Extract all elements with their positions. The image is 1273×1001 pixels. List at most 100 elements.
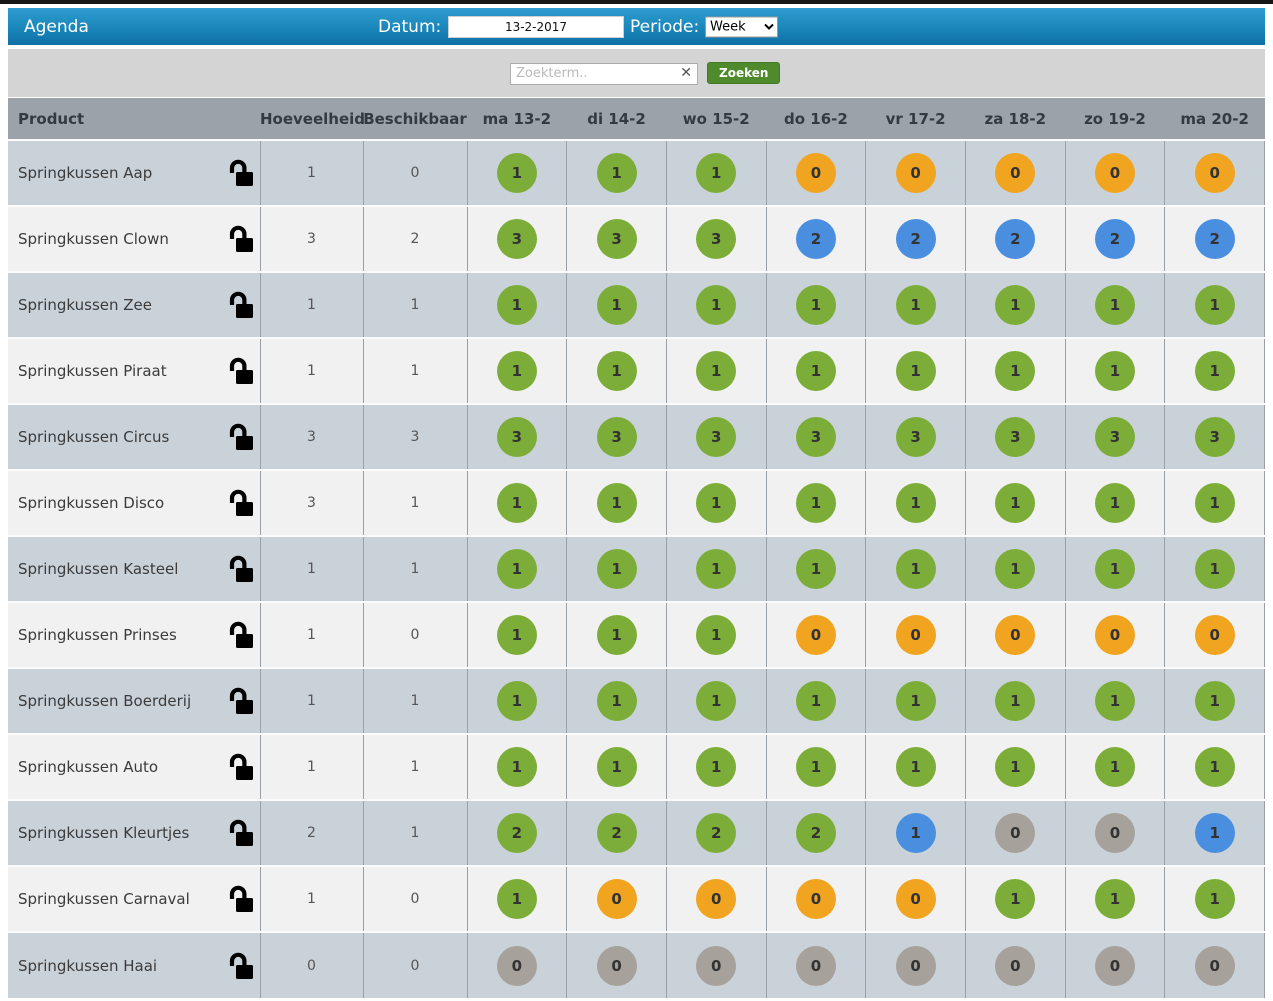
availability-circle-blue[interactable]: 2	[1094, 219, 1135, 259]
availability-circle-green[interactable]: 1	[1194, 483, 1235, 523]
availability-circle-green[interactable]: 1	[995, 549, 1036, 589]
availability-circle-green[interactable]: 1	[1094, 747, 1135, 787]
availability-circle-green[interactable]: 1	[795, 351, 836, 391]
availability-circle-green[interactable]: 3	[696, 417, 737, 457]
periode-select[interactable]: Week	[705, 16, 778, 37]
availability-circle-green[interactable]: 1	[696, 483, 737, 523]
unlock-icon[interactable]	[228, 356, 254, 386]
availability-circle-green[interactable]: 1	[1194, 879, 1235, 919]
availability-circle-green[interactable]: 2	[795, 813, 836, 853]
availability-circle-green[interactable]: 1	[1194, 747, 1235, 787]
availability-circle-green[interactable]: 1	[596, 483, 637, 523]
availability-circle-green[interactable]: 1	[496, 879, 537, 919]
availability-circle-green[interactable]: 3	[1194, 417, 1235, 457]
availability-circle-green[interactable]: 3	[596, 219, 637, 259]
availability-circle-green[interactable]: 1	[895, 483, 936, 523]
availability-circle-green[interactable]: 1	[995, 351, 1036, 391]
availability-circle-green[interactable]: 1	[596, 615, 637, 655]
availability-circle-green[interactable]: 1	[995, 483, 1036, 523]
availability-circle-green[interactable]: 1	[795, 681, 836, 721]
unlock-icon[interactable]	[228, 752, 254, 782]
availability-circle-green[interactable]: 1	[1194, 549, 1235, 589]
unlock-icon[interactable]	[228, 884, 254, 914]
availability-circle-orange[interactable]: 0	[895, 879, 936, 919]
datum-input[interactable]	[448, 15, 624, 38]
availability-circle-green[interactable]: 3	[1094, 417, 1135, 457]
availability-circle-green[interactable]: 1	[496, 285, 537, 325]
availability-circle-green[interactable]: 1	[795, 483, 836, 523]
availability-circle-blue[interactable]: 1	[895, 813, 936, 853]
unlock-icon[interactable]	[228, 620, 254, 650]
availability-circle-orange[interactable]: 0	[795, 615, 836, 655]
availability-circle-gray[interactable]: 0	[696, 945, 737, 986]
availability-circle-blue[interactable]: 2	[895, 219, 936, 259]
availability-circle-green[interactable]: 1	[1094, 681, 1135, 721]
availability-circle-orange[interactable]: 0	[696, 879, 737, 919]
unlock-icon[interactable]	[228, 686, 254, 716]
availability-circle-green[interactable]: 2	[496, 813, 537, 853]
availability-circle-orange[interactable]: 0	[1194, 153, 1235, 193]
unlock-icon[interactable]	[228, 224, 254, 254]
availability-circle-orange[interactable]: 0	[1094, 615, 1135, 655]
availability-circle-gray[interactable]: 0	[1094, 945, 1135, 986]
availability-circle-orange[interactable]: 0	[795, 879, 836, 919]
availability-circle-green[interactable]: 3	[895, 417, 936, 457]
availability-circle-green[interactable]: 1	[596, 153, 637, 193]
availability-circle-orange[interactable]: 0	[795, 153, 836, 193]
availability-circle-blue[interactable]: 1	[1194, 813, 1235, 853]
availability-circle-green[interactable]: 1	[995, 879, 1036, 919]
availability-circle-gray[interactable]: 0	[1194, 945, 1235, 986]
availability-circle-green[interactable]: 1	[596, 351, 637, 391]
availability-circle-green[interactable]: 1	[596, 747, 637, 787]
availability-circle-gray[interactable]: 0	[1094, 813, 1135, 853]
availability-circle-green[interactable]: 1	[496, 681, 537, 721]
availability-circle-green[interactable]: 1	[496, 615, 537, 655]
availability-circle-green[interactable]: 3	[995, 417, 1036, 457]
unlock-icon[interactable]	[228, 158, 254, 188]
availability-circle-green[interactable]: 2	[696, 813, 737, 853]
availability-circle-orange[interactable]: 0	[995, 153, 1036, 193]
availability-circle-orange[interactable]: 0	[1094, 153, 1135, 193]
availability-circle-green[interactable]: 1	[795, 747, 836, 787]
availability-circle-green[interactable]: 1	[496, 549, 537, 589]
clear-search-icon[interactable]: ✕	[680, 65, 692, 81]
availability-circle-green[interactable]: 3	[596, 417, 637, 457]
search-button[interactable]: Zoeken	[707, 62, 781, 84]
availability-circle-green[interactable]: 1	[995, 681, 1036, 721]
availability-circle-green[interactable]: 1	[696, 285, 737, 325]
availability-circle-green[interactable]: 1	[696, 681, 737, 721]
availability-circle-green[interactable]: 3	[496, 417, 537, 457]
availability-circle-green[interactable]: 1	[696, 615, 737, 655]
availability-circle-orange[interactable]: 0	[995, 615, 1036, 655]
availability-circle-green[interactable]: 1	[496, 483, 537, 523]
availability-circle-green[interactable]: 3	[496, 219, 537, 259]
availability-circle-green[interactable]: 3	[696, 219, 737, 259]
availability-circle-green[interactable]: 1	[1194, 351, 1235, 391]
availability-circle-green[interactable]: 1	[1094, 351, 1135, 391]
availability-circle-orange[interactable]: 0	[596, 879, 637, 919]
availability-circle-green[interactable]: 1	[696, 747, 737, 787]
availability-circle-green[interactable]: 1	[596, 549, 637, 589]
availability-circle-green[interactable]: 1	[496, 153, 537, 193]
availability-circle-gray[interactable]: 0	[895, 945, 936, 986]
availability-circle-green[interactable]: 1	[596, 285, 637, 325]
availability-circle-green[interactable]: 1	[696, 153, 737, 193]
availability-circle-green[interactable]: 1	[795, 549, 836, 589]
availability-circle-gray[interactable]: 0	[496, 945, 537, 986]
availability-circle-gray[interactable]: 0	[995, 945, 1036, 986]
unlock-icon[interactable]	[228, 422, 254, 452]
availability-circle-green[interactable]: 1	[496, 747, 537, 787]
availability-circle-green[interactable]: 1	[596, 681, 637, 721]
unlock-icon[interactable]	[228, 290, 254, 320]
availability-circle-orange[interactable]: 0	[895, 153, 936, 193]
availability-circle-green[interactable]: 1	[1194, 285, 1235, 325]
availability-circle-green[interactable]: 1	[895, 747, 936, 787]
availability-circle-green[interactable]: 1	[895, 285, 936, 325]
unlock-icon[interactable]	[228, 951, 254, 981]
availability-circle-orange[interactable]: 0	[895, 615, 936, 655]
availability-circle-gray[interactable]: 0	[795, 945, 836, 986]
availability-circle-green[interactable]: 1	[895, 549, 936, 589]
availability-circle-green[interactable]: 3	[795, 417, 836, 457]
availability-circle-gray[interactable]: 0	[596, 945, 637, 986]
availability-circle-green[interactable]: 1	[995, 285, 1036, 325]
